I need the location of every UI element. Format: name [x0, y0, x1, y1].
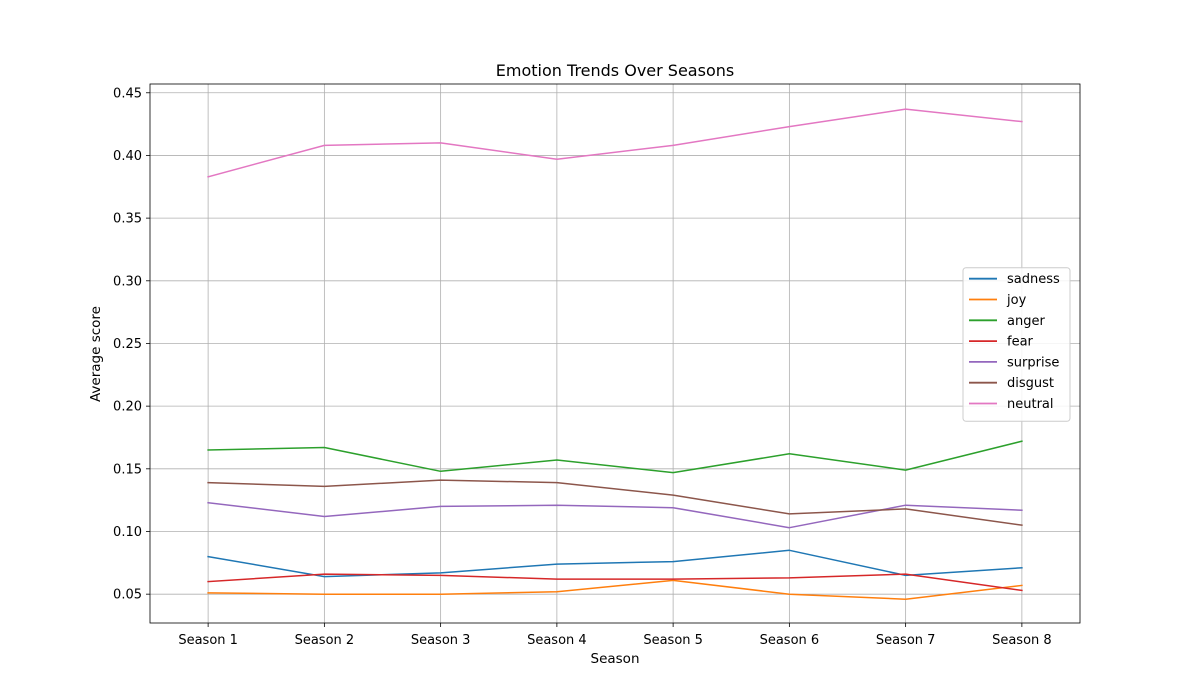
- y-tick-label: 0.10: [113, 525, 142, 540]
- y-tick-label: 0.40: [113, 149, 142, 164]
- chart-title: Emotion Trends Over Seasons: [496, 61, 734, 80]
- series-line-fear: [207, 573, 1023, 592]
- legend-label-surprise: surprise: [1007, 355, 1059, 370]
- y-axis-label: Average score: [88, 306, 104, 402]
- legend-label-anger: anger: [1007, 314, 1045, 329]
- x-tick-label: Season 7: [876, 633, 936, 648]
- legend-label-fear: fear: [1007, 335, 1034, 350]
- plot-frame: [149, 83, 1081, 624]
- x-tick-label: Season 6: [760, 633, 820, 648]
- series-line-joy: [207, 579, 1023, 600]
- legend-label-disgust: disgust: [1007, 376, 1054, 391]
- y-tick-label: 0.45: [113, 86, 142, 101]
- legend: sadness joy anger fear surprise disgust neutra…: [962, 267, 1071, 422]
- y-tick-label: 0.05: [113, 588, 142, 603]
- x-tick-label: Season 2: [295, 633, 355, 648]
- x-axis-label: Season: [591, 651, 640, 667]
- x-tick-label: Season 8: [992, 633, 1052, 648]
- x-tick-label: Season 5: [643, 633, 703, 648]
- series-line-neutral: [207, 108, 1023, 178]
- y-tick-label: 0.15: [113, 462, 142, 477]
- y-tick-label: 0.35: [113, 212, 142, 227]
- legend-label-joy: joy: [1006, 293, 1027, 308]
- series-line-surprise: [207, 501, 1023, 529]
- axes: Season 1 Season 2 Season 3 Season 4 Season 5…: [113, 83, 1081, 648]
- legend-label-sadness: sadness: [1007, 272, 1060, 287]
- x-tick-label: Season 1: [178, 633, 238, 648]
- series-line-sadness: [207, 549, 1023, 578]
- series-line-disgust: [207, 479, 1023, 527]
- y-tick-label: 0.25: [113, 337, 142, 352]
- series-line-anger: [207, 440, 1023, 474]
- y-tick-label: 0.20: [113, 400, 142, 415]
- legend-label-neutral: neutral: [1007, 397, 1054, 412]
- x-tick-label: Season 3: [411, 633, 471, 648]
- series-lines: [207, 108, 1023, 600]
- grid: [150, 84, 1080, 623]
- x-tick-label: Season 4: [527, 633, 587, 648]
- y-tick-label: 0.30: [113, 274, 142, 289]
